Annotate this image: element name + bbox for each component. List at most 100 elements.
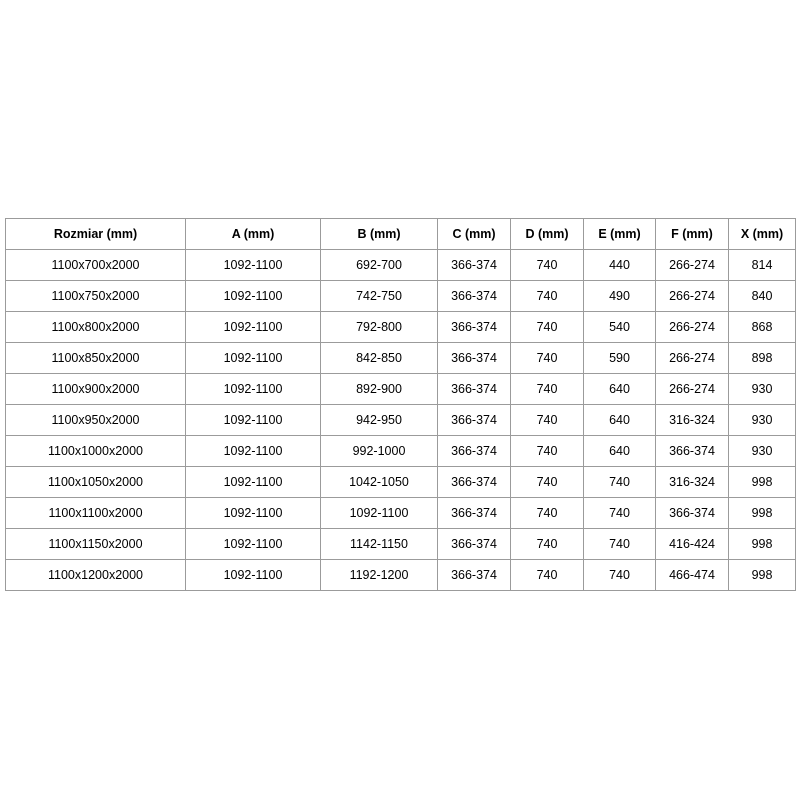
cell-c: 366-374: [437, 342, 511, 374]
cell-a: 1092-1100: [185, 342, 321, 374]
column-header-a: A (mm): [185, 218, 321, 250]
table-row: 1100x850x2000 1092-1100 842-850 366-374 …: [5, 342, 796, 374]
cell-e: 490: [583, 280, 656, 312]
table-row: 1100x1000x2000 1092-1100 992-1000 366-37…: [5, 435, 796, 467]
cell-d: 740: [510, 342, 584, 374]
cell-c: 366-374: [437, 466, 511, 498]
column-header-b: B (mm): [320, 218, 438, 250]
cell-x: 998: [728, 528, 796, 560]
cell-d: 740: [510, 466, 584, 498]
table-header: Rozmiar (mm) A (mm) B (mm) C (mm) D (mm)…: [5, 218, 796, 250]
table-row: 1100x750x2000 1092-1100 742-750 366-374 …: [5, 280, 796, 312]
cell-rozmiar: 1100x1000x2000: [5, 435, 186, 467]
cell-f: 266-274: [655, 342, 729, 374]
cell-f: 366-374: [655, 497, 729, 529]
cell-e: 640: [583, 404, 656, 436]
cell-d: 740: [510, 280, 584, 312]
table-row: 1100x1150x2000 1092-1100 1142-1150 366-3…: [5, 528, 796, 560]
cell-c: 366-374: [437, 559, 511, 591]
cell-a: 1092-1100: [185, 559, 321, 591]
cell-b: 742-750: [320, 280, 438, 312]
cell-f: 266-274: [655, 311, 729, 343]
cell-c: 366-374: [437, 373, 511, 405]
cell-b: 692-700: [320, 249, 438, 281]
cell-rozmiar: 1100x800x2000: [5, 311, 186, 343]
cell-b: 792-800: [320, 311, 438, 343]
cell-e: 740: [583, 466, 656, 498]
cell-c: 366-374: [437, 311, 511, 343]
cell-x: 998: [728, 559, 796, 591]
column-header-x: X (mm): [728, 218, 796, 250]
cell-rozmiar: 1100x1200x2000: [5, 559, 186, 591]
dimensions-table: Rozmiar (mm) A (mm) B (mm) C (mm) D (mm)…: [5, 218, 796, 591]
cell-d: 740: [510, 528, 584, 560]
column-header-e: E (mm): [583, 218, 656, 250]
cell-f: 266-274: [655, 280, 729, 312]
cell-x: 840: [728, 280, 796, 312]
cell-c: 366-374: [437, 249, 511, 281]
column-header-rozmiar: Rozmiar (mm): [5, 218, 186, 250]
column-header-d: D (mm): [510, 218, 584, 250]
cell-a: 1092-1100: [185, 280, 321, 312]
cell-x: 930: [728, 435, 796, 467]
cell-x: 930: [728, 404, 796, 436]
cell-b: 942-950: [320, 404, 438, 436]
table-body: 1100x700x2000 1092-1100 692-700 366-374 …: [5, 249, 796, 591]
cell-d: 740: [510, 311, 584, 343]
cell-d: 740: [510, 373, 584, 405]
cell-e: 640: [583, 435, 656, 467]
table-row: 1100x1050x2000 1092-1100 1042-1050 366-3…: [5, 466, 796, 498]
table-row: 1100x1200x2000 1092-1100 1192-1200 366-3…: [5, 559, 796, 591]
cell-d: 740: [510, 497, 584, 529]
dimensions-table-container: Rozmiar (mm) A (mm) B (mm) C (mm) D (mm)…: [5, 218, 796, 591]
cell-x: 998: [728, 466, 796, 498]
column-header-f: F (mm): [655, 218, 729, 250]
cell-c: 366-374: [437, 404, 511, 436]
cell-rozmiar: 1100x1100x2000: [5, 497, 186, 529]
cell-x: 868: [728, 311, 796, 343]
cell-d: 740: [510, 435, 584, 467]
cell-rozmiar: 1100x1050x2000: [5, 466, 186, 498]
cell-e: 740: [583, 559, 656, 591]
cell-x: 814: [728, 249, 796, 281]
cell-rozmiar: 1100x900x2000: [5, 373, 186, 405]
table-row: 1100x1100x2000 1092-1100 1092-1100 366-3…: [5, 497, 796, 529]
cell-d: 740: [510, 559, 584, 591]
cell-b: 992-1000: [320, 435, 438, 467]
cell-rozmiar: 1100x950x2000: [5, 404, 186, 436]
cell-d: 740: [510, 404, 584, 436]
cell-a: 1092-1100: [185, 249, 321, 281]
table-row: 1100x950x2000 1092-1100 942-950 366-374 …: [5, 404, 796, 436]
table-row: 1100x800x2000 1092-1100 792-800 366-374 …: [5, 311, 796, 343]
cell-x: 898: [728, 342, 796, 374]
cell-f: 316-324: [655, 466, 729, 498]
cell-b: 1092-1100: [320, 497, 438, 529]
cell-f: 366-374: [655, 435, 729, 467]
table-row: 1100x900x2000 1092-1100 892-900 366-374 …: [5, 373, 796, 405]
cell-a: 1092-1100: [185, 404, 321, 436]
cell-a: 1092-1100: [185, 311, 321, 343]
cell-e: 540: [583, 311, 656, 343]
cell-e: 640: [583, 373, 656, 405]
cell-a: 1092-1100: [185, 528, 321, 560]
cell-c: 366-374: [437, 497, 511, 529]
cell-c: 366-374: [437, 280, 511, 312]
cell-d: 740: [510, 249, 584, 281]
cell-x: 930: [728, 373, 796, 405]
cell-x: 998: [728, 497, 796, 529]
cell-b: 1192-1200: [320, 559, 438, 591]
cell-rozmiar: 1100x750x2000: [5, 280, 186, 312]
table-header-row: Rozmiar (mm) A (mm) B (mm) C (mm) D (mm)…: [5, 218, 796, 250]
cell-b: 1042-1050: [320, 466, 438, 498]
cell-f: 266-274: [655, 373, 729, 405]
table-row: 1100x700x2000 1092-1100 692-700 366-374 …: [5, 249, 796, 281]
cell-c: 366-374: [437, 528, 511, 560]
cell-a: 1092-1100: [185, 435, 321, 467]
cell-f: 266-274: [655, 249, 729, 281]
cell-b: 1142-1150: [320, 528, 438, 560]
cell-a: 1092-1100: [185, 466, 321, 498]
cell-b: 842-850: [320, 342, 438, 374]
cell-rozmiar: 1100x850x2000: [5, 342, 186, 374]
cell-rozmiar: 1100x700x2000: [5, 249, 186, 281]
cell-f: 416-424: [655, 528, 729, 560]
